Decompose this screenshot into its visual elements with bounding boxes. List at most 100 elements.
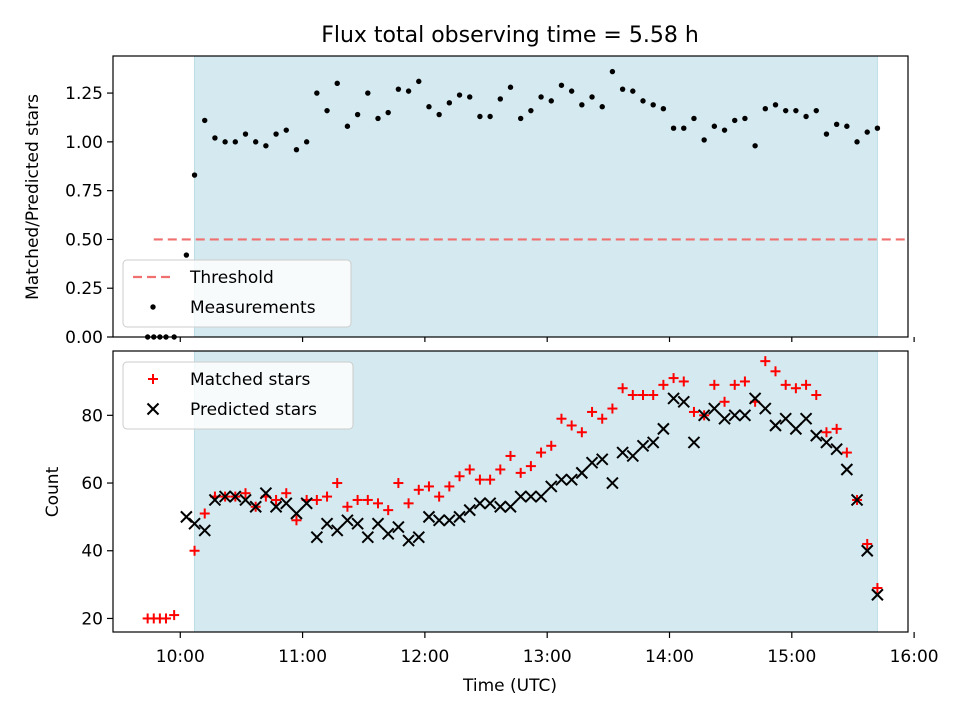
predicted-star-point-b [738, 409, 752, 422]
matched-star-point [811, 390, 822, 401]
matched-star-point [464, 464, 475, 475]
predicted-star-point-b [402, 534, 415, 547]
matched-star-point [332, 478, 343, 489]
predicted-star-point [341, 514, 354, 527]
measurement-point [354, 111, 361, 118]
matched-star-point [719, 396, 730, 407]
measurement-point [517, 115, 524, 122]
measurement-point [742, 115, 748, 122]
matched-star-point [862, 538, 873, 549]
predicted-star-point [504, 500, 517, 513]
predicted-star-point [320, 517, 334, 530]
top-y-tick-label: 1.25 [65, 84, 103, 104]
measurement-point [293, 146, 300, 153]
predicted-star-point [545, 480, 558, 493]
bottom-legend-box [122, 361, 354, 430]
matched-star-point [495, 464, 506, 475]
bottom-panel-x-axis-label: Time (UTC) [462, 676, 557, 696]
predicted-star-point-b [697, 409, 711, 422]
predicted-star-point-b [606, 476, 619, 490]
predicted-star-point [810, 429, 823, 442]
predicted-star-point-b [351, 517, 364, 530]
predicted-star-point [392, 520, 405, 534]
predicted-star-point [565, 473, 578, 486]
measurement-point [334, 80, 340, 87]
top-panel-y-axis-label: Matched/Predicted stars [23, 94, 43, 300]
matched-star-point [536, 447, 547, 458]
measurement-point [579, 102, 585, 108]
matched-star-point [373, 498, 383, 509]
predicted-star-point [738, 409, 752, 422]
predicted-star-point [759, 402, 772, 415]
predicted-star-point-b [555, 473, 568, 486]
matched-star-point [770, 366, 781, 377]
predicted-star-point-b [463, 503, 476, 517]
predicted-star-point-b [830, 442, 843, 456]
measurement-point [589, 94, 595, 100]
predicted-star-point [687, 436, 701, 449]
matched-star-point [760, 356, 771, 367]
measurement-point [630, 88, 636, 94]
predicted-star-point-b [198, 524, 211, 537]
measurement-point [803, 113, 809, 120]
matched-star-point [199, 508, 210, 519]
measurement-point [874, 125, 881, 131]
measurement-point [497, 96, 504, 102]
predicted-star-point [402, 534, 415, 547]
predicted-star-point-b [320, 517, 334, 530]
measurement-point [660, 105, 667, 112]
measurement-point [732, 117, 738, 124]
legend-threshold-label: Threshold [189, 268, 274, 288]
matched-star-point [831, 423, 842, 434]
predicted-star-point-b [779, 412, 792, 425]
predicted-star-point-b [565, 473, 578, 486]
predicted-star-point [208, 493, 222, 507]
predicted-star-point-b [412, 530, 425, 544]
matched-star-point [688, 406, 699, 417]
matched-star-point [485, 474, 496, 485]
top-panel: 0.00 0.25 0.50 0.75 1.00 1.25 Threshold Measure… [65, 55, 915, 348]
predicted-star-point [432, 514, 446, 527]
matched-star-point [383, 505, 394, 516]
measurement-point [487, 113, 493, 120]
measurement-point [263, 143, 269, 149]
predicted-star-point-b [259, 486, 273, 500]
predicted-star-point [534, 490, 548, 503]
predicted-star-point [453, 510, 466, 524]
matched-star-point [678, 376, 689, 387]
matched-star-point [729, 379, 740, 390]
predicted-star-point-b [269, 500, 283, 513]
predicted-star-point [728, 409, 741, 422]
measurement-point [212, 135, 218, 141]
measurement-point [183, 252, 190, 258]
measurement-point [701, 137, 707, 143]
matched-star-point [576, 427, 587, 438]
predicted-star-point [626, 449, 640, 463]
matched-star-point [342, 501, 353, 512]
predicted-star-point-b [626, 449, 640, 463]
matched-star-point [362, 494, 373, 505]
predicted-star-point-b [208, 493, 222, 507]
predicted-star-point [473, 497, 487, 510]
measurement-point [640, 98, 646, 104]
matched-star-point [311, 494, 322, 505]
predicted-star-point [748, 392, 762, 405]
matched-star-point [546, 440, 557, 451]
predicted-star-point-b [229, 490, 242, 503]
measurement-point [762, 105, 769, 112]
measurement-point [303, 139, 310, 145]
predicted-star-point-b [596, 453, 609, 466]
predicted-star-point [269, 500, 283, 513]
measurement-point [395, 86, 402, 92]
predicted-star-point-b [534, 490, 548, 503]
matched-star-point [281, 488, 292, 499]
matched-star-point [566, 420, 577, 431]
measurement-point [670, 125, 677, 131]
matched-star-point [709, 379, 720, 390]
predicted-star-point-b [310, 530, 324, 544]
predicted-star-point-b [850, 493, 864, 507]
predicted-star-point [290, 507, 303, 520]
predicted-star-point [494, 500, 507, 513]
predicted-star-point [412, 530, 425, 544]
predicted-star-point [840, 463, 854, 476]
